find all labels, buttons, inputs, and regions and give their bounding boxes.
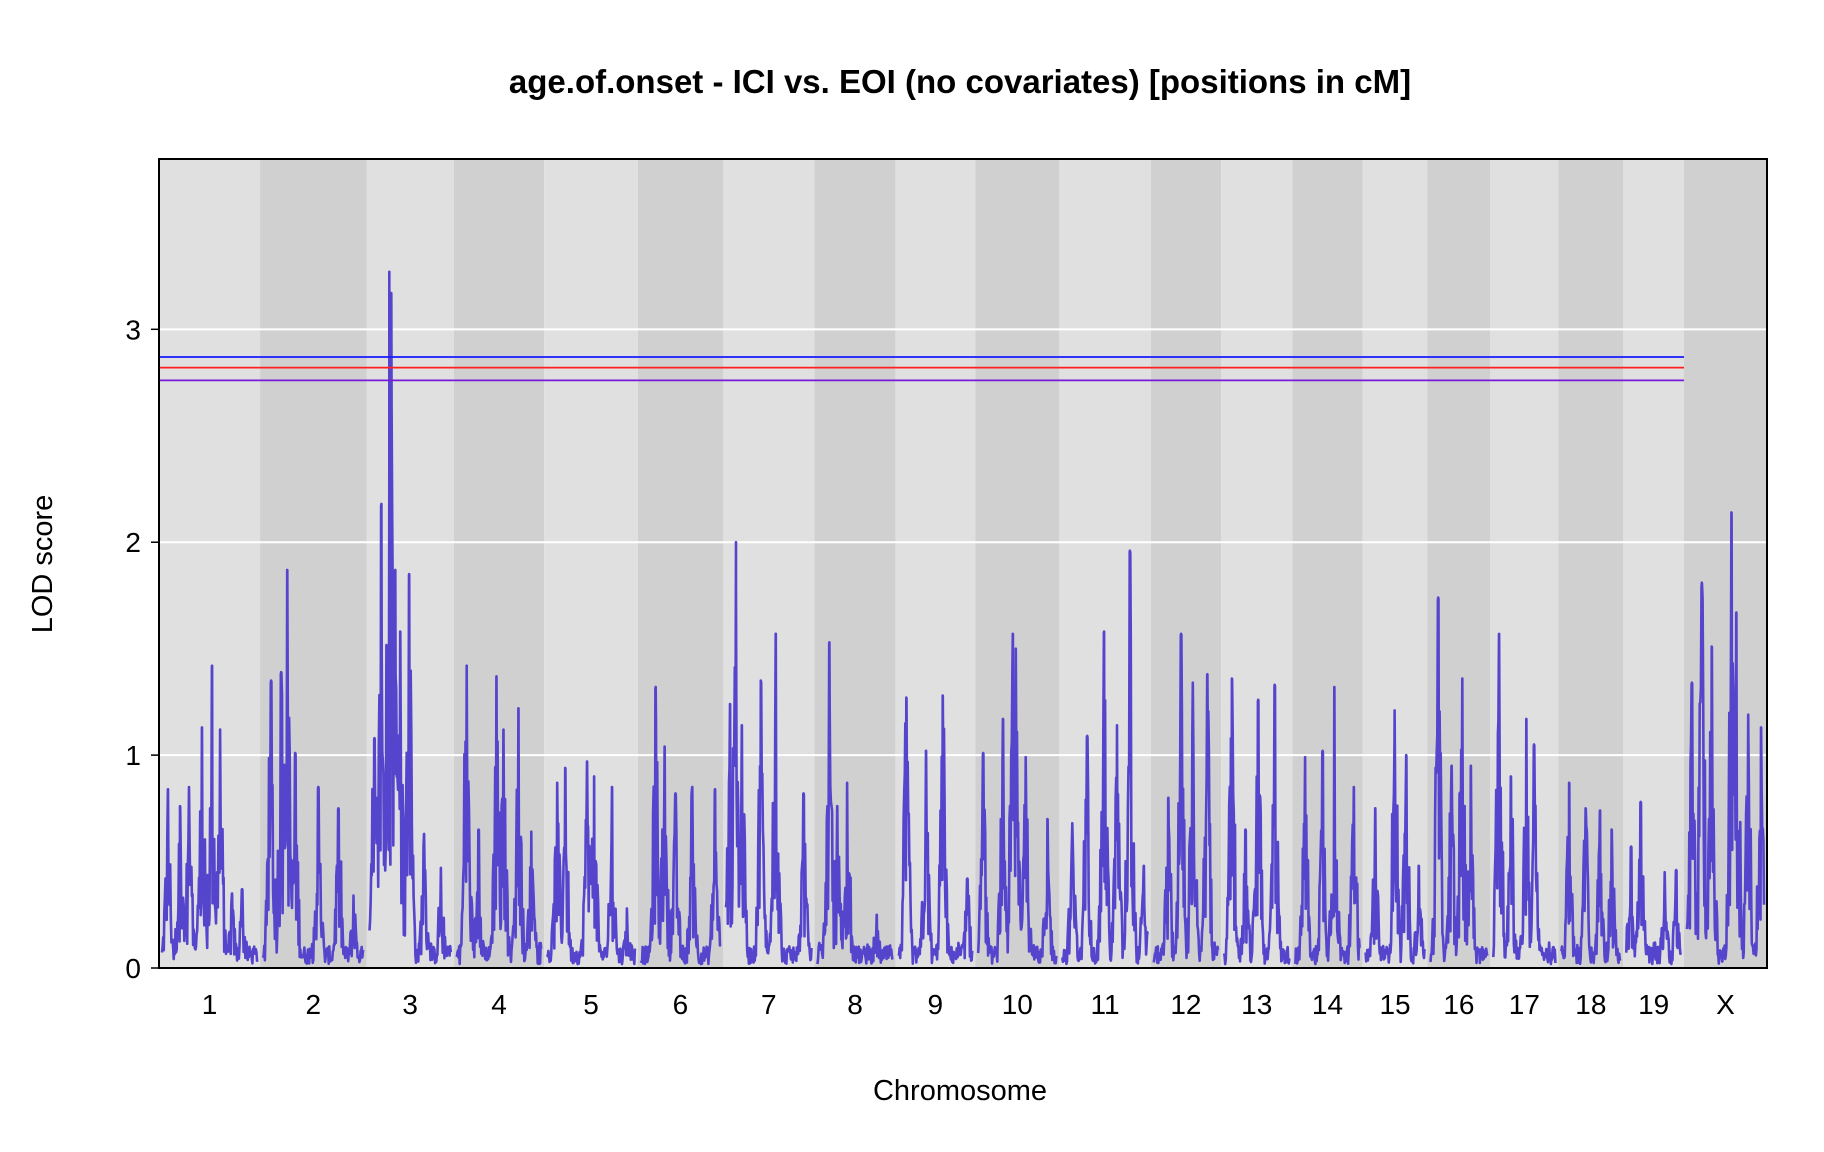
x-tick-label-16: 16	[1443, 989, 1474, 1020]
threshold-lines	[159, 356, 1684, 382]
lod-line-chr-3	[368, 270, 453, 965]
x-tick-label-8: 8	[847, 989, 863, 1020]
chromosome-band-19	[1623, 159, 1684, 968]
lod-line-chr-4	[455, 664, 543, 966]
x-tick-label-2: 2	[306, 989, 322, 1020]
y-axis-ticks: 0 1 2 3	[125, 314, 159, 984]
x-tick-label-19: 19	[1638, 989, 1669, 1020]
x-tick-label-14: 14	[1312, 989, 1343, 1020]
x-tick-label-6: 6	[673, 989, 689, 1020]
x-axis-label: Chromosome	[873, 1075, 1047, 1107]
x-tick-label-11: 11	[1091, 989, 1120, 1020]
lod-line-chr-16	[1429, 596, 1489, 965]
y-tick-label-3: 3	[125, 314, 141, 345]
y-tick-label-0: 0	[125, 953, 141, 984]
lod-line-chr-8	[816, 641, 894, 965]
lod-line-chr-15	[1364, 709, 1426, 965]
chromosome-band-X	[1683, 159, 1767, 968]
lod-line-chr-7	[724, 540, 813, 965]
lod-series	[160, 270, 1766, 966]
lod-line-chr-11	[1061, 549, 1150, 966]
x-tick-label-18: 18	[1575, 989, 1606, 1020]
lod-line-chr-18	[1560, 781, 1622, 966]
lod-line-chr-1	[160, 664, 259, 965]
lod-line-chr-X	[1685, 511, 1766, 965]
lod-line-chr-10	[976, 632, 1058, 965]
chromosome-band-2	[260, 159, 367, 968]
plot-frame	[158, 158, 1768, 969]
x-tick-label-15: 15	[1379, 989, 1410, 1020]
lod-line-chr-14	[1294, 685, 1361, 966]
chromosome-band-6	[637, 159, 724, 968]
x-tick-label-12: 12	[1170, 989, 1201, 1020]
x-tick-label-5: 5	[583, 989, 599, 1020]
lod-line-chr-2	[261, 568, 365, 966]
x-tick-label-7: 7	[761, 989, 777, 1020]
chart-title: age.of.onset - ICI vs. EOI (no covariate…	[509, 63, 1411, 100]
x-tick-label-1: 1	[202, 989, 218, 1020]
lod-line-chr-13	[1222, 677, 1291, 966]
x-tick-label-4: 4	[491, 989, 507, 1020]
x-tick-label-3: 3	[402, 989, 418, 1020]
lod-line-chr-5	[545, 760, 637, 966]
lod-line-chr-9	[897, 694, 974, 965]
chromosome-band-5	[544, 159, 638, 968]
lod-line-chr-6	[639, 685, 722, 966]
chromosome-band-9	[895, 159, 976, 968]
y-axis-label: LOD score	[27, 495, 59, 634]
x-tick-label-X: X	[1716, 989, 1735, 1020]
y-tick-label-1: 1	[125, 740, 141, 771]
x-axis-ticks: 1 2 3 4 5 6 7 8 9 10 11 12 13 14 15 16 17 18 19 X	[202, 989, 1735, 1020]
lod-line-chr-17	[1492, 632, 1557, 966]
x-tick-label-10: 10	[1002, 989, 1033, 1020]
y-tick-label-2: 2	[125, 527, 141, 558]
lod-line-chr-19	[1625, 800, 1683, 966]
x-tick-label-9: 9	[928, 989, 944, 1020]
lod-line-chr-12	[1152, 632, 1220, 965]
x-tick-label-13: 13	[1241, 989, 1272, 1020]
x-tick-label-17: 17	[1509, 989, 1540, 1020]
